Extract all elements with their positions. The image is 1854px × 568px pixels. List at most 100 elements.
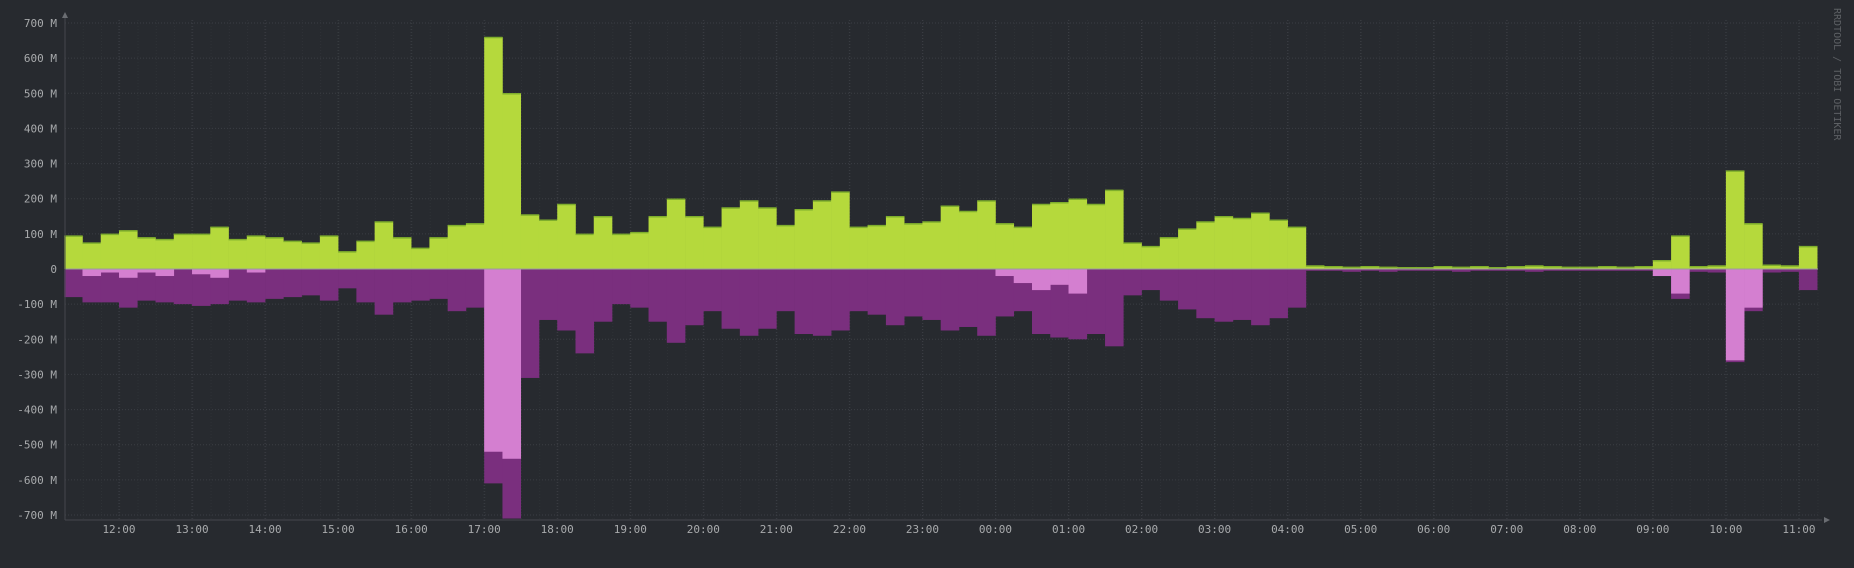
- inbound-bar: [155, 239, 175, 269]
- outbound-bar: [1305, 269, 1325, 271]
- outbound-bar: [1269, 269, 1288, 319]
- outbound-bar: [429, 269, 448, 299]
- outbound-bar: [447, 269, 467, 312]
- x-tick-label: 16:00: [395, 523, 428, 536]
- outbound-bar: [1707, 269, 1727, 273]
- outbound-highlight-bar: [100, 269, 120, 273]
- inbound-bar: [1725, 170, 1745, 269]
- inbound-bar: [703, 226, 722, 269]
- outbound-bar: [228, 269, 248, 301]
- inbound-bar: [557, 203, 576, 269]
- outbound-bar: [612, 269, 631, 305]
- outbound-bar: [758, 269, 777, 329]
- outbound-bar: [776, 269, 795, 312]
- outbound-bar: [64, 269, 83, 298]
- outbound-highlight-bar: [246, 269, 266, 273]
- outbound-bar: [265, 269, 284, 299]
- outbound-bar: [1689, 269, 1708, 272]
- outbound-bar: [1579, 269, 1599, 271]
- outbound-bar: [1324, 269, 1343, 271]
- outbound-bar: [794, 269, 814, 335]
- inbound-bar: [1634, 266, 1654, 269]
- inbound-bar: [721, 207, 741, 269]
- outbound-bar: [1470, 269, 1489, 271]
- inbound-bar: [301, 242, 321, 269]
- inbound-bar: [173, 233, 193, 269]
- inbound-bar: [1525, 265, 1544, 269]
- outbound-bar: [593, 269, 613, 322]
- y-tick-label: -700 M: [17, 509, 57, 522]
- outbound-bar: [1525, 269, 1544, 272]
- inbound-bar: [1178, 228, 1197, 269]
- inbound-bar: [319, 235, 339, 269]
- outbound-bar: [1232, 269, 1252, 320]
- outbound-bar: [739, 269, 759, 336]
- outbound-bar: [374, 269, 394, 315]
- inbound-bar: [739, 200, 759, 269]
- outbound-highlight-bar: [1032, 269, 1051, 291]
- inbound-bar: [1598, 266, 1617, 269]
- outbound-bar: [1360, 269, 1380, 271]
- inbound-bar: [612, 233, 631, 269]
- y-tick-label: -500 M: [17, 439, 57, 452]
- y-tick-label: 100 M: [24, 228, 57, 241]
- x-axis-arrow-icon: [1824, 517, 1830, 523]
- inbound-bar: [356, 240, 375, 269]
- x-tick-label: 07:00: [1490, 523, 1523, 536]
- x-tick-label: 08:00: [1563, 523, 1596, 536]
- inbound-bar: [210, 226, 229, 269]
- outbound-bar: [867, 269, 887, 315]
- y-tick-label: 400 M: [24, 122, 57, 135]
- inbound-bar: [685, 216, 704, 269]
- outbound-bar: [557, 269, 576, 331]
- outbound-bar: [411, 269, 430, 301]
- inbound-bar: [374, 221, 394, 269]
- inbound-bar: [812, 200, 832, 269]
- x-tick-label: 12:00: [102, 523, 135, 536]
- inbound-bar: [958, 211, 978, 269]
- bars: [64, 36, 1818, 519]
- outbound-highlight-bar: [995, 269, 1015, 277]
- outbound-bar: [995, 269, 1015, 317]
- outbound-bar: [520, 269, 540, 378]
- outbound-bar: [1214, 269, 1234, 322]
- inbound-bar: [1671, 235, 1690, 269]
- outbound-bar: [1251, 269, 1270, 326]
- outbound-bar: [922, 269, 941, 320]
- outbound-bar: [538, 269, 558, 320]
- inbound-bar: [831, 191, 850, 269]
- outbound-bar: [356, 269, 375, 303]
- x-tick-labels: 12:00 13:00 14:00 15:00 16:00 17:00 18:00 19:00…: [102, 523, 1815, 536]
- inbound-bar: [940, 205, 960, 269]
- outbound-bar: [301, 269, 321, 296]
- outbound-bar: [82, 269, 102, 303]
- y-tick-label: 0: [50, 263, 57, 276]
- outbound-bar: [958, 269, 978, 327]
- x-tick-label: 22:00: [833, 523, 866, 536]
- inbound-bar: [904, 223, 923, 269]
- outbound-bar: [1506, 269, 1526, 271]
- outbound-bar: [685, 269, 704, 326]
- outbound-highlight-bar: [119, 269, 138, 278]
- outbound-bar: [575, 269, 595, 354]
- inbound-bar: [1433, 266, 1453, 269]
- inbound-bar: [484, 37, 503, 269]
- y-tick-label: -200 M: [17, 333, 57, 346]
- outbound-bar: [283, 269, 302, 298]
- inbound-bar: [776, 225, 795, 269]
- inbound-bar: [283, 240, 302, 269]
- y-tick-label: 300 M: [24, 158, 57, 171]
- inbound-bar: [1762, 264, 1781, 269]
- y-tick-label: 500 M: [24, 87, 57, 100]
- x-tick-label: 06:00: [1417, 523, 1450, 536]
- inbound-bar: [1707, 265, 1727, 269]
- inbound-bar: [1360, 266, 1380, 269]
- y-tick-labels: 700 M 600 M 500 M 400 M 300 M 200 M 100 M 0 -100…: [17, 17, 57, 522]
- outbound-bar: [1598, 269, 1617, 271]
- inbound-bar: [100, 233, 120, 269]
- outbound-bar: [1561, 269, 1581, 271]
- outbound-bar: [1634, 269, 1654, 271]
- outbound-highlight-bar: [1652, 269, 1672, 277]
- outbound-bar: [1780, 269, 1800, 272]
